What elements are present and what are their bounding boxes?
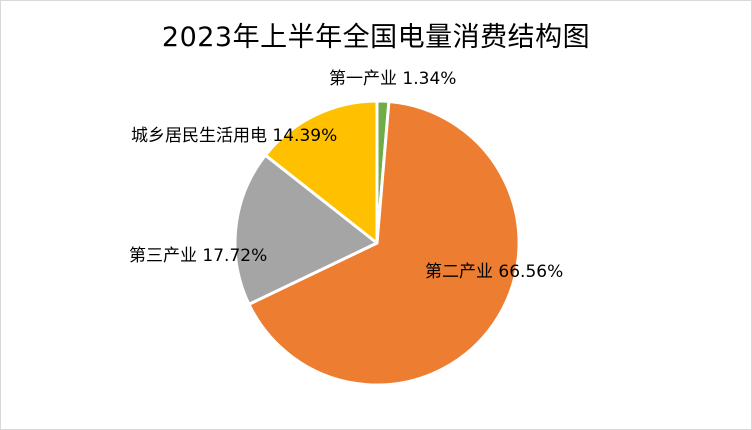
chart-title: 2023年上半年全国电量消费结构图 [161,22,591,53]
pie-slices [233,99,521,387]
data-label-residential: 城乡居民生活用电 14.39% [131,126,337,146]
data-label-secondary-industry: 第二产业 66.56% [425,262,563,282]
pie-slice-secondary-industry [247,100,521,387]
pie-labels: 第一产业 1.34% 第二产业 66.56% 第三产业 17.72% 城乡居民生活用电… [129,69,563,282]
pie-slice-residential [263,99,379,245]
data-label-tertiary-industry: 第三产业 17.72% [129,246,267,266]
data-label-primary-industry: 第一产业 1.34% [329,69,456,89]
pie-slice-tertiary-industry [233,153,379,306]
